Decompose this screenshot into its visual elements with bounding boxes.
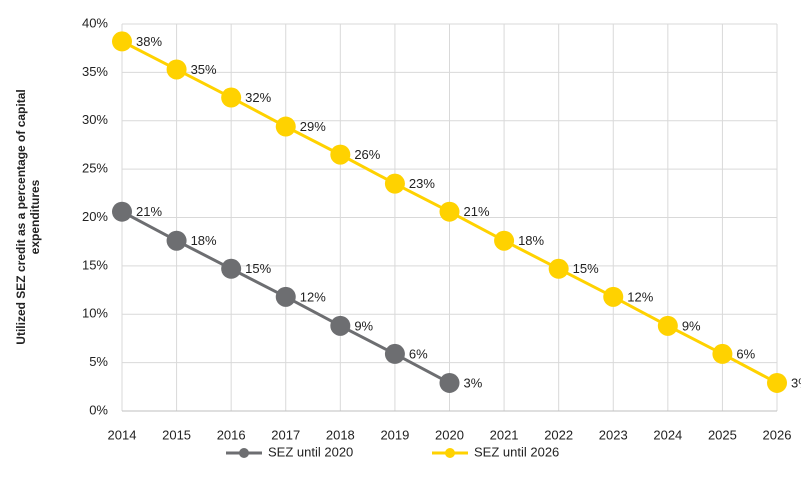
data-point xyxy=(712,343,733,364)
data-label: 21% xyxy=(136,204,162,219)
x-tick-label: 2019 xyxy=(380,427,409,442)
data-label: 18% xyxy=(518,233,544,248)
y-axis-title: Utilized SEZ credit as a percentage of c… xyxy=(14,89,42,344)
data-label: 12% xyxy=(627,289,653,304)
x-tick-label: 2017 xyxy=(271,427,300,442)
x-tick-label: 2024 xyxy=(653,427,682,442)
legend-marker xyxy=(239,448,249,458)
x-tick-label: 2016 xyxy=(217,427,246,442)
data-point xyxy=(384,173,405,194)
x-tick-label: 2022 xyxy=(544,427,573,442)
data-label: 3% xyxy=(464,375,483,390)
data-point xyxy=(166,59,187,80)
data-label: 18% xyxy=(191,233,217,248)
legend-label: SEZ until 2020 xyxy=(268,444,353,459)
data-point xyxy=(112,31,132,52)
x-tick-label: 2015 xyxy=(162,427,191,442)
data-label: 3% xyxy=(791,375,801,390)
data-label: 15% xyxy=(573,261,599,276)
data-label: 9% xyxy=(354,318,373,333)
data-label: 23% xyxy=(409,176,435,191)
data-point xyxy=(548,258,569,279)
y-tick-label: 35% xyxy=(82,64,108,79)
data-point xyxy=(166,230,187,251)
data-label: 12% xyxy=(300,289,326,304)
y-tick-label: 10% xyxy=(82,306,108,321)
data-point xyxy=(657,315,678,336)
data-label: 32% xyxy=(245,90,271,105)
data-point xyxy=(221,87,242,108)
x-tick-label: 2020 xyxy=(435,427,464,442)
data-label: 6% xyxy=(409,346,428,361)
y-tick-label: 25% xyxy=(82,161,108,176)
x-tick-label: 2025 xyxy=(708,427,737,442)
y-tick-label: 0% xyxy=(89,402,108,417)
legend-label: SEZ until 2026 xyxy=(474,444,559,459)
data-point xyxy=(330,315,351,336)
data-label: 35% xyxy=(191,62,217,77)
data-point xyxy=(112,201,132,222)
data-point xyxy=(439,372,460,393)
x-tick-label: 2026 xyxy=(763,427,792,442)
data-point xyxy=(221,258,242,279)
data-label: 29% xyxy=(300,119,326,134)
data-label: 26% xyxy=(354,147,380,162)
y-tick-label: 30% xyxy=(82,112,108,127)
data-label: 38% xyxy=(136,34,162,49)
data-point xyxy=(275,116,296,137)
data-point xyxy=(275,286,296,307)
x-tick-label: 2014 xyxy=(108,427,137,442)
x-tick-label: 2021 xyxy=(490,427,519,442)
data-label: 6% xyxy=(736,346,755,361)
y-tick-label: 15% xyxy=(82,257,108,272)
x-tick-label: 2023 xyxy=(599,427,628,442)
y-tick-label: 5% xyxy=(89,354,108,369)
data-point xyxy=(494,230,515,251)
y-tick-label: 20% xyxy=(82,209,108,224)
data-label: 9% xyxy=(682,318,701,333)
data-point xyxy=(439,201,460,222)
data-label: 15% xyxy=(245,261,271,276)
y-tick-label: 40% xyxy=(82,15,108,30)
data-point xyxy=(767,372,787,393)
data-label: 21% xyxy=(464,204,490,219)
data-point xyxy=(603,286,624,307)
data-point xyxy=(330,144,351,165)
legend-marker xyxy=(445,448,455,458)
data-point xyxy=(384,343,405,364)
x-tick-label: 2018 xyxy=(326,427,355,442)
